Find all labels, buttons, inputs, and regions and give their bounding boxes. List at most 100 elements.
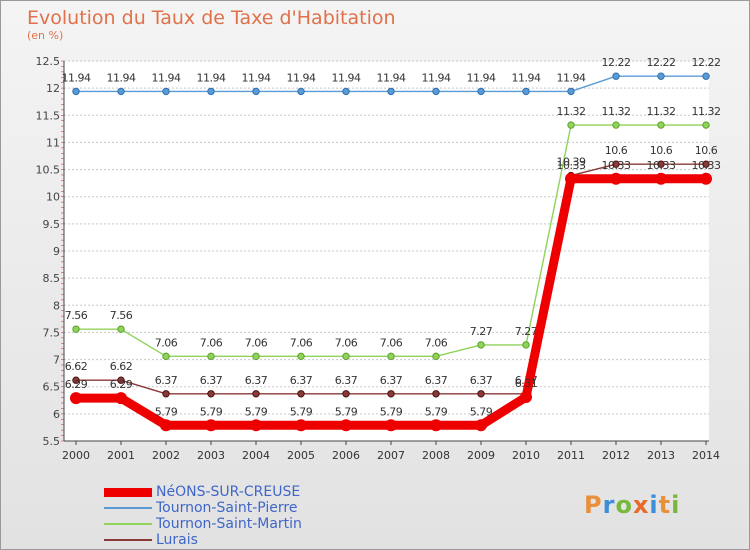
data-label: 6.37 (425, 374, 448, 387)
data-point (520, 391, 532, 404)
data-point (657, 160, 665, 168)
data-point (252, 390, 260, 398)
x-tick-label: 2014 (692, 449, 720, 462)
data-label: 7.06 (335, 336, 358, 349)
y-tick-label: 9.5 (43, 218, 61, 231)
data-label: 11.94 (62, 71, 91, 84)
data-point (432, 87, 440, 96)
data-label: 10.33 (692, 159, 721, 172)
chart-title: Evolution du Taux de Taxe d'Habitation (27, 7, 396, 29)
data-label: 7.56 (110, 309, 133, 322)
data-point (252, 352, 260, 361)
data-label: 6.29 (65, 378, 88, 391)
data-label: 10.6 (605, 144, 628, 157)
legend-item: Tournon-Saint-Martin (104, 516, 302, 532)
data-label: 11.94 (422, 71, 451, 84)
data-point (612, 121, 620, 129)
data-label: 11.94 (377, 71, 406, 84)
data-point (340, 419, 352, 432)
data-point (297, 390, 305, 398)
data-label: 7.06 (290, 336, 313, 349)
data-label: 6.37 (200, 374, 223, 387)
x-tick-label: 2004 (242, 449, 270, 462)
x-tick-label: 2006 (332, 449, 360, 462)
data-label: 5.79 (155, 405, 178, 418)
data-label: 10.33 (647, 159, 676, 172)
data-point (72, 376, 80, 384)
data-label: 11.32 (692, 105, 721, 118)
x-tick-label: 2000 (62, 449, 90, 462)
data-label: 11.94 (332, 71, 361, 84)
data-label: 7.06 (155, 336, 178, 349)
y-tick-label: 10 (46, 191, 60, 204)
data-point (117, 376, 125, 384)
data-point (295, 419, 307, 432)
y-tick-label: 9 (53, 245, 60, 258)
y-tick-label: 6.5 (43, 381, 61, 394)
data-label: 7.27 (470, 325, 493, 338)
data-point (117, 325, 125, 333)
x-tick-label: 2013 (647, 449, 675, 462)
data-point (117, 87, 125, 96)
data-label: 10.33 (602, 159, 631, 172)
legend: NéONS-SUR-CREUSE Tournon-Saint-Pierre Tour… (104, 484, 302, 548)
data-point (207, 87, 215, 96)
y-tick-label: 12.5 (36, 55, 61, 68)
y-tick-label: 6 (53, 408, 60, 421)
data-label: 10.6 (695, 144, 718, 157)
data-label: 12.22 (647, 56, 676, 69)
data-label: 6.29 (110, 378, 133, 391)
data-point (702, 121, 710, 129)
data-label: 5.79 (200, 405, 223, 418)
data-label: 6.62 (110, 360, 133, 373)
data-point (72, 87, 80, 96)
data-label: 5.79 (470, 405, 493, 418)
x-tick-label: 2010 (512, 449, 540, 462)
legend-item: NéONS-SUR-CREUSE (104, 484, 302, 500)
data-point (477, 390, 485, 398)
data-point (342, 352, 350, 361)
data-point (72, 325, 80, 333)
data-point (432, 390, 440, 398)
data-point (567, 87, 575, 96)
x-tick-label: 2001 (107, 449, 135, 462)
data-point (387, 390, 395, 398)
legend-swatch (104, 523, 152, 525)
data-label: 10.33 (557, 159, 586, 172)
data-point (657, 72, 665, 80)
data-label: 7.27 (515, 325, 538, 338)
data-point (387, 352, 395, 361)
data-point (612, 160, 620, 168)
data-label: 6.37 (380, 374, 403, 387)
legend-swatch (104, 507, 152, 509)
data-label: 5.79 (380, 405, 403, 418)
data-label: 6.37 (335, 374, 358, 387)
data-label: 5.79 (335, 405, 358, 418)
proxiti-logo: Proxiti (584, 491, 681, 519)
data-point (385, 419, 397, 432)
data-label: 11.94 (152, 71, 181, 84)
data-point (522, 341, 530, 349)
data-label: 12.22 (602, 56, 631, 69)
data-label: 12.22 (692, 56, 721, 69)
data-label: 6.37 (155, 374, 178, 387)
data-point (297, 87, 305, 96)
legend-label: Tournon-Saint-Martin (156, 516, 302, 532)
data-point (160, 419, 172, 432)
data-label: 7.06 (200, 336, 223, 349)
x-tick-label: 2012 (602, 449, 630, 462)
data-label: 11.94 (287, 71, 316, 84)
x-tick-label: 2002 (152, 449, 180, 462)
y-tick-label: 11.5 (36, 109, 61, 122)
data-point (655, 172, 667, 185)
data-point (207, 390, 215, 398)
data-point (162, 390, 170, 398)
data-point (70, 392, 82, 405)
data-point (162, 352, 170, 361)
data-label: 10.39 (557, 156, 586, 169)
data-label: 11.94 (557, 71, 586, 84)
data-label: 11.32 (557, 105, 586, 118)
data-point (205, 419, 217, 432)
y-tick-label: 11 (46, 136, 60, 149)
